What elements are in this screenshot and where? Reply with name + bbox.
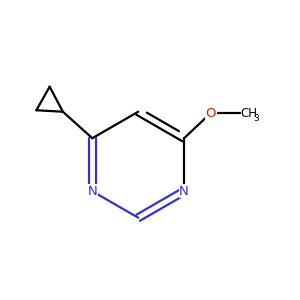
Text: N: N bbox=[179, 185, 189, 198]
Text: N: N bbox=[87, 185, 97, 198]
Text: 3: 3 bbox=[253, 114, 259, 123]
Text: CH: CH bbox=[240, 107, 257, 120]
Text: O: O bbox=[206, 107, 216, 120]
